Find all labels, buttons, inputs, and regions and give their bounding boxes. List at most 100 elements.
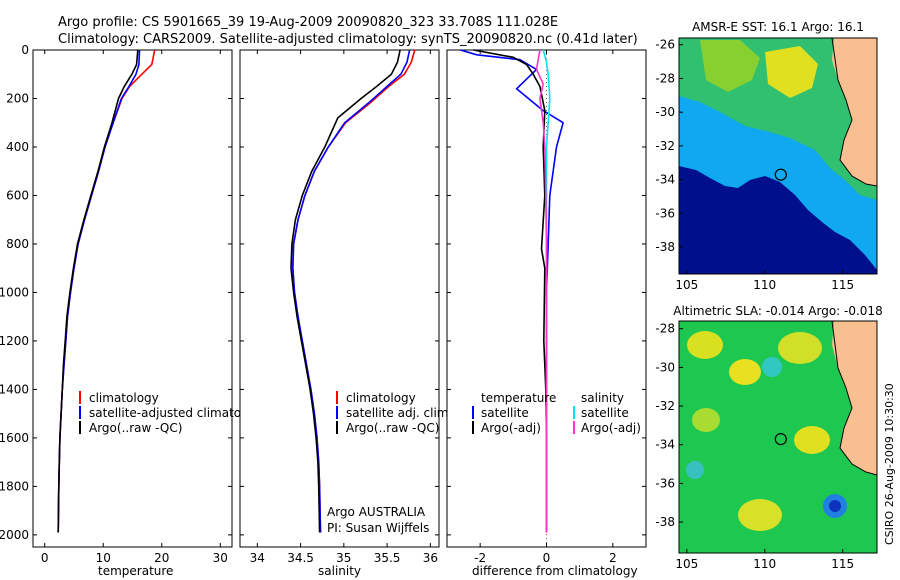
map-x-tick-label: 105 xyxy=(675,278,698,292)
map-y-tick-label: -36 xyxy=(655,206,675,220)
map-x-tick-label: 105 xyxy=(675,557,698,571)
x-tick-label: 34 xyxy=(250,551,265,565)
map-y-tick-label: -36 xyxy=(655,476,675,490)
temperature-lines xyxy=(57,49,156,533)
temperature-plot-frame xyxy=(32,49,233,548)
legend-label-argo: Argo(..raw -QC) xyxy=(346,421,439,435)
x-tick-label: 10 xyxy=(96,551,111,565)
pi-credit: PI: Susan Wijffels xyxy=(327,521,429,535)
series-argo-raw-qc xyxy=(290,49,401,533)
map-x-tick-label: 115 xyxy=(831,278,854,292)
difference-lines xyxy=(460,49,564,533)
sla-high-patch xyxy=(778,332,822,364)
header-line2: Climatology: CARS2009. Satellite-adjuste… xyxy=(58,32,638,47)
x-tick-label: -2 xyxy=(474,551,486,565)
sla-map-panel: Altimetric SLA: -0.014 Argo: -0.018 105 1… xyxy=(655,304,882,571)
sla-high-patch xyxy=(738,499,782,531)
csiro-credit: CSIRO 26-Aug-2009 10:30:30 xyxy=(883,383,896,545)
x-tick-label: 34.5 xyxy=(287,551,314,565)
salinity-axes: 34 34.5 35 35.5 36 xyxy=(240,49,439,565)
legend-label-sal-satellite: satellite xyxy=(581,406,629,420)
salinity-panel: 34 34.5 35 35.5 36 salinity climatology sate… xyxy=(239,49,452,578)
legend-title-salinity: salinity xyxy=(581,391,624,405)
sst-map-image xyxy=(679,38,877,274)
y-tick-label: 600 xyxy=(6,188,29,202)
x-tick-label: 35 xyxy=(336,551,351,565)
y-tick-label: 400 xyxy=(6,140,29,154)
map-y-tick-label: -38 xyxy=(655,240,675,254)
sst-float-marker xyxy=(774,168,787,181)
temperature-axes: 0 10 20 30 0 200 400 600 800 1000 1200 1400 1600 1800… xyxy=(0,43,232,565)
x-tick-label: 36 xyxy=(423,551,438,565)
sla-high-patch xyxy=(687,331,723,359)
difference-legend: temperature salinity satellite Argo(-adj… xyxy=(472,391,641,435)
y-tick-label: 200 xyxy=(6,91,29,105)
sst-warmest-patch xyxy=(765,46,818,98)
series-argo-raw-qc xyxy=(57,49,139,533)
sla-high-patch xyxy=(729,359,761,385)
sla-high-patch xyxy=(794,426,830,454)
legend-label-temp-satellite: satellite xyxy=(481,406,529,420)
difference-xlabel: difference from climatology xyxy=(472,564,638,578)
legend-label-temp-argo: Argo(-adj) xyxy=(481,421,541,435)
x-tick-label: 0 xyxy=(41,551,49,565)
header-line1: Argo profile: CS 5901665_39 19-Aug-2009 … xyxy=(58,15,558,30)
y-tick-label: 800 xyxy=(6,237,29,251)
legend-label-argo: Argo(..raw -QC) xyxy=(89,421,182,435)
map-y-tick-label: -30 xyxy=(655,105,675,119)
sla-map-title: Altimetric SLA: -0.014 Argo: -0.018 xyxy=(673,304,882,318)
sla-low-core xyxy=(829,500,841,512)
sla-float-marker xyxy=(774,433,787,446)
temperature-panel: 0 10 20 30 0 200 400 600 800 1000 1200 1400 1600 1800… xyxy=(0,43,267,578)
map-y-tick-label: -32 xyxy=(655,399,675,413)
salinity-lines xyxy=(290,49,416,533)
sla-high-patch xyxy=(692,408,720,432)
sst-map-title: AMSR-E SST: 16.1 Argo: 16.1 xyxy=(692,20,864,34)
salinity-xlabel: salinity xyxy=(318,564,361,578)
map-y-tick-label: -32 xyxy=(655,139,675,153)
x-tick-label: 35.5 xyxy=(374,551,401,565)
map-x-tick-label: 110 xyxy=(753,278,776,292)
y-tick-label: 1000 xyxy=(0,285,29,299)
legend-label-sal-argo: Argo(-adj) xyxy=(581,421,641,435)
argo-australia-credit: Argo AUSTRALIA xyxy=(327,505,426,519)
sla-low-patch xyxy=(686,461,704,479)
sst-coastline xyxy=(831,38,877,187)
x-tick-label: 0 xyxy=(543,551,551,565)
sla-map-axes: 105 110 115 -28 -30 -32 -34 -36 -38 xyxy=(655,322,854,571)
x-tick-label: 20 xyxy=(154,551,169,565)
map-y-tick-label: -30 xyxy=(655,360,675,374)
x-tick-label: 2 xyxy=(609,551,617,565)
salinity-legend: climatology satellite adj. clim. Argo(..… xyxy=(336,391,452,435)
series-argo-adj-salinity xyxy=(535,49,548,533)
x-tick-label: 30 xyxy=(213,551,228,565)
map-y-tick-label: -34 xyxy=(655,173,675,187)
sla-land xyxy=(832,321,877,475)
map-y-tick-label: -26 xyxy=(655,38,675,52)
sst-map-frame xyxy=(678,37,878,275)
legend-title-temperature: temperature xyxy=(481,391,556,405)
map-x-tick-label: 115 xyxy=(831,557,854,571)
y-tick-label: 1800 xyxy=(0,479,29,493)
legend-label-satellite: satellite adj. clim. xyxy=(346,406,452,420)
map-y-tick-label: -38 xyxy=(655,515,675,529)
map-y-tick-label: -34 xyxy=(655,438,675,452)
sla-low-patch xyxy=(762,357,782,377)
y-tick-label: 1400 xyxy=(0,382,29,396)
legend-label-satellite: satellite-adjusted climatology xyxy=(89,406,267,420)
sst-map-panel: AMSR-E SST: 16.1 Argo: 16.1 105 110 115 -26… xyxy=(655,20,878,292)
sst-map-axes: 105 110 115 -26 -28 -30 -32 -34 -36 -38 xyxy=(655,38,854,292)
salinity-plot-frame xyxy=(239,49,440,548)
sla-map-image xyxy=(679,321,877,553)
legend-label-climatology: climatology xyxy=(346,391,416,405)
sst-warm-patch xyxy=(700,40,760,92)
sla-map-frame xyxy=(678,320,878,554)
map-y-tick-label: -28 xyxy=(655,322,675,336)
temperature-legend: climatology satellite-adjusted climatolo… xyxy=(79,391,267,435)
series-satellite-adj-clim xyxy=(291,49,411,533)
difference-panel: -2 0 2 difference from climatology tempera… xyxy=(446,49,647,578)
y-tick-label: 1200 xyxy=(0,334,29,348)
y-tick-label: 1600 xyxy=(0,431,29,445)
y-tick-label: 2000 xyxy=(0,528,29,542)
